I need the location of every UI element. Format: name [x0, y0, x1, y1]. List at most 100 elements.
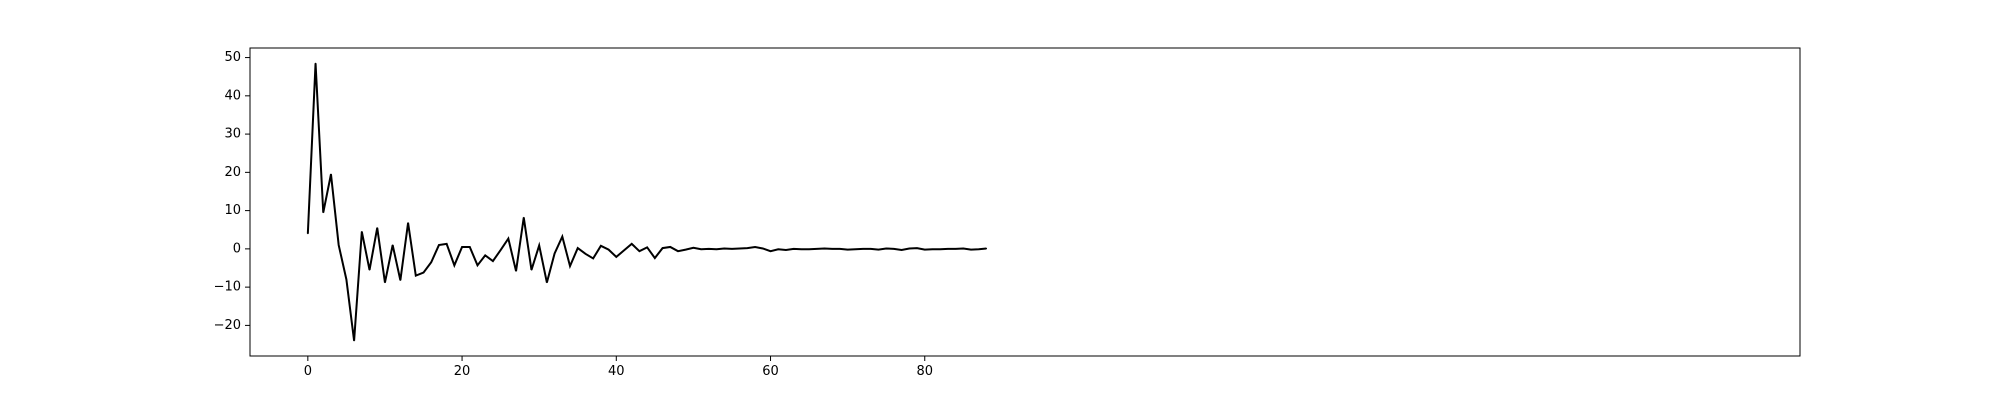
y-tick-label: 10	[224, 203, 241, 218]
data-point	[800, 248, 802, 250]
data-point	[708, 248, 710, 250]
y-tick-label: −10	[214, 280, 241, 295]
x-tick-label: 20	[454, 364, 471, 379]
data-point	[954, 248, 957, 250]
data-point	[561, 236, 563, 238]
data-point	[307, 232, 309, 235]
data-point	[654, 257, 656, 259]
data-point	[947, 248, 949, 250]
data-point	[870, 248, 872, 250]
data-point	[577, 247, 579, 249]
data-point	[692, 247, 695, 249]
data-point	[476, 264, 479, 266]
data-point	[669, 246, 671, 248]
data-point	[438, 244, 440, 246]
data-point	[392, 244, 394, 246]
data-point	[453, 264, 455, 266]
data-point	[523, 216, 525, 219]
y-tick-label: 40	[224, 88, 241, 103]
data-point	[862, 248, 864, 250]
data-point	[368, 269, 371, 271]
data-point	[777, 248, 779, 250]
data-point	[592, 257, 594, 260]
data-point	[600, 245, 602, 247]
data-point	[345, 278, 347, 281]
data-point	[731, 248, 733, 250]
data-point	[384, 281, 386, 284]
data-point	[353, 340, 355, 342]
data-point	[507, 237, 509, 240]
data-point	[715, 248, 718, 250]
data-point	[661, 247, 664, 249]
data-point	[646, 246, 648, 248]
data-point	[808, 248, 810, 250]
data-point	[793, 248, 795, 250]
data-point	[314, 62, 317, 64]
data-point	[500, 249, 502, 251]
data-point	[330, 173, 332, 175]
y-tick-label: −20	[214, 318, 241, 333]
y-tick-label: 20	[224, 165, 241, 180]
data-point	[962, 247, 964, 250]
data-point	[739, 247, 741, 250]
data-point	[839, 248, 841, 250]
data-point	[361, 231, 363, 233]
data-point	[931, 248, 934, 250]
data-point	[607, 249, 610, 251]
x-tick-label: 40	[608, 364, 625, 379]
data-point	[569, 265, 571, 267]
data-point	[847, 249, 849, 251]
data-point	[530, 269, 533, 271]
data-point	[916, 247, 918, 249]
data-point	[723, 247, 725, 250]
data-point	[422, 271, 425, 274]
y-tick-label: 0	[233, 241, 241, 256]
data-point	[515, 270, 517, 272]
data-point	[970, 249, 972, 251]
data-point	[769, 250, 772, 252]
data-point	[538, 244, 540, 247]
x-tick-label: 60	[762, 364, 779, 379]
data-point	[978, 248, 980, 250]
data-point	[985, 247, 988, 250]
data-point	[492, 260, 494, 262]
data-point	[615, 256, 617, 258]
data-point	[816, 248, 818, 250]
data-point	[584, 253, 587, 255]
series-layer	[306, 62, 988, 342]
x-tick-label: 80	[916, 364, 933, 379]
data-point	[554, 252, 556, 255]
data-point	[893, 248, 895, 250]
data-point	[407, 222, 409, 224]
data-point	[446, 243, 448, 245]
data-point	[376, 227, 378, 229]
data-point	[322, 211, 324, 214]
data-point	[823, 247, 826, 250]
data-point	[469, 246, 471, 248]
plot-frame	[249, 47, 1801, 357]
x-tick-label: 0	[304, 364, 312, 379]
data-point	[430, 261, 432, 263]
series-line	[306, 63, 987, 341]
data-point	[677, 250, 679, 252]
y-tick-label: 30	[224, 127, 241, 142]
data-point	[754, 246, 756, 248]
data-point	[831, 248, 833, 250]
data-point	[700, 248, 702, 250]
data-point	[785, 249, 787, 251]
data-point	[685, 249, 687, 251]
y-axis: −20 −10 0 10 20 30 40 50	[214, 50, 250, 333]
data-point	[746, 247, 748, 249]
data-point	[623, 249, 625, 251]
data-point	[638, 250, 641, 252]
data-point	[415, 275, 417, 277]
data-point	[854, 248, 856, 250]
data-point	[924, 249, 926, 251]
data-point	[484, 254, 486, 256]
data-point	[461, 246, 463, 248]
data-point	[631, 243, 633, 245]
data-point	[399, 279, 401, 281]
data-point	[939, 248, 941, 250]
